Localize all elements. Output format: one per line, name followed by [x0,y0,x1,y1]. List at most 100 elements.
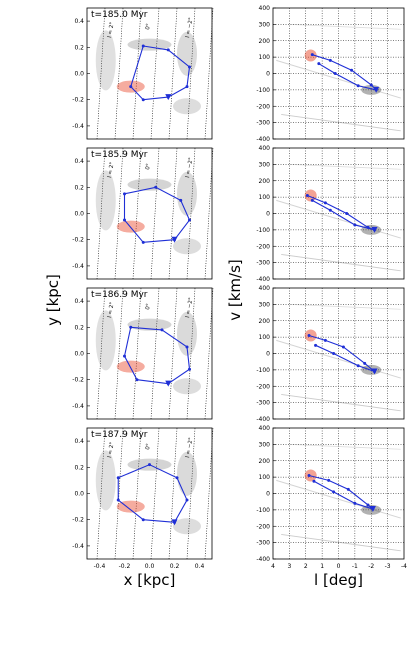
time-annotation: t=185.0 Myr [91,10,148,20]
gas-streak [289,23,401,30]
x-axis-label: l [deg] [314,571,363,589]
orbit-point [123,354,126,358]
sightline [96,147,106,280]
orbit-point [363,361,367,365]
gas-filament [177,451,197,496]
sightline-label: l = 2° [107,21,116,38]
orbit-point [141,240,145,244]
sightline-label: l = −2° [185,157,195,178]
orbit-point [188,367,191,371]
hot-gas [116,360,145,373]
sightline [114,287,124,420]
orbit-point [314,343,318,347]
gas-streak [281,253,401,272]
panel-lv-2 [272,287,405,420]
sightline [150,7,160,140]
sightline [204,287,214,420]
x-tick-label: -0.2 [119,563,131,570]
gas-filament [177,171,197,216]
y-tick-label: -300 [256,120,270,127]
y-tick-label: 0.0 [74,491,84,498]
orbit-point [353,223,357,227]
orbit-point [129,325,133,329]
orbit-point [345,212,349,215]
time-annotation: t=185.9 Myr [91,150,148,160]
y-tick-label: 300 [259,301,271,308]
x-tick-label: 0.0 [145,563,155,570]
x-tick-label: -3 [385,563,391,570]
sightline [96,427,106,560]
orbit-point [141,98,145,102]
gas-filament [95,170,116,231]
y-tick-label: 0.4 [74,18,84,25]
y-tick-label: 0.2 [74,44,84,51]
y-tick-label: -0.4 [72,123,84,130]
sightline [186,287,196,420]
sightline [132,147,142,280]
sightline [150,287,160,420]
y-tick-label: -0.2 [72,97,84,104]
orbit-point [185,85,189,89]
orbit-point [353,501,357,505]
x-tick-label: 0.4 [195,563,205,570]
orbit-point [346,487,350,491]
y-tick-label: -200 [256,523,270,530]
orbit-point [129,85,133,89]
y-tick-label: -100 [256,367,270,374]
y-tick-label: 300 [259,161,271,168]
gas-streak [276,339,401,379]
gas-streak [289,163,401,170]
sightline-label: 0° [145,163,152,170]
y-tick-label: 100 [259,54,271,61]
y-tick-label: -400 [256,416,270,423]
y-tick-label: -0.4 [72,403,84,410]
gas-streak [289,443,401,450]
orbit-point [160,328,164,332]
orbit-point [116,476,120,480]
orbit-point [366,503,370,507]
orbit-point [332,352,336,355]
panel-xy-2 [86,287,214,420]
panel-xy-0 [86,7,214,140]
orbit-line [117,464,188,523]
orbit-point [341,345,345,349]
y-tick-label: 0.4 [74,438,84,445]
gas-streak [276,199,401,239]
y-tick-label: -0.2 [72,517,84,524]
orbit-point [327,478,331,482]
gas-streak [281,113,401,132]
sightline [114,147,124,280]
orbit-point [148,463,151,467]
panel-lv-3 [272,427,405,560]
y-tick-label: -300 [256,540,270,547]
gas-filament [177,311,197,356]
sightline [132,7,142,140]
y-tick-label: -100 [256,87,270,94]
x-tick-label: 4 [271,563,275,570]
orbit-point [123,192,126,196]
gas-filament [127,178,172,191]
sightline [204,7,214,140]
sightline-label: l = −2° [185,17,195,38]
sightline [96,7,106,140]
panel-lv-0 [272,7,405,140]
sightline-label: l = 2° [107,301,116,318]
orbit-arrow [171,236,178,243]
y-tick-label: 0.4 [74,158,84,165]
orbit-point [188,65,191,69]
orbit-arrow [165,380,172,387]
gas-streak [276,59,401,99]
orbit-line [308,334,375,373]
orbit-point [317,62,321,66]
y-tick-label: -0.2 [72,237,84,244]
sightline [186,147,196,280]
y-tick-label: 400 [259,285,271,292]
gas-filament [95,450,116,511]
y-axis-label: v [km/s] [226,259,244,321]
y-tick-label: 100 [259,194,271,201]
y-tick-label: 0.0 [74,351,84,358]
x-axis-label: x [kpc] [124,571,176,589]
time-annotation: t=186.9 Myr [91,290,148,300]
y-tick-label: -200 [256,243,270,250]
